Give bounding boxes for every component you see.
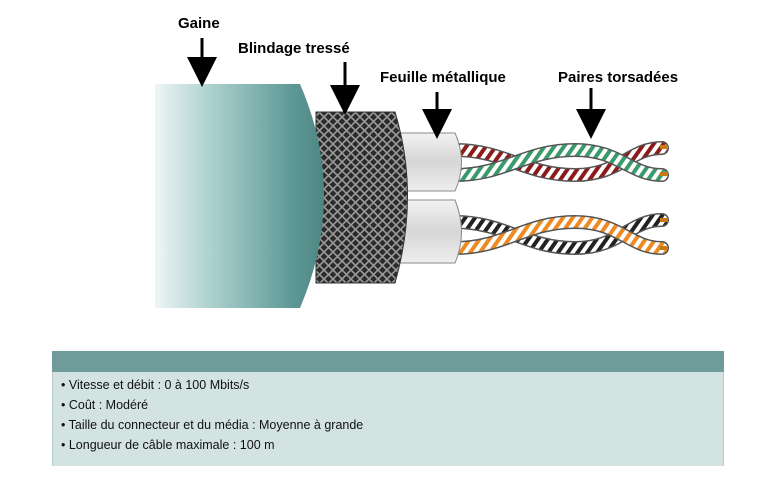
info-speed: • Vitesse et débit : 0 à 100 Mbits/s [61, 378, 250, 392]
info-panel-body: • Vitesse et débit : 0 à 100 Mbits/s • C… [52, 372, 724, 466]
stp-cable-diagram: Gaine Blindage tressé Feuille métallique… [155, 15, 678, 308]
info-connector-size: • Taille du connecteur et du média : Moy… [61, 418, 364, 432]
twisted-pair-2 [448, 213, 669, 256]
copper-tip [660, 218, 668, 222]
info-panel-header [52, 351, 724, 372]
copper-tip [660, 172, 668, 176]
outer-jacket [155, 84, 324, 308]
label-pairs: Paires torsadées [558, 69, 678, 86]
label-braid: Blindage tressé [238, 40, 350, 57]
braided-shield [315, 111, 408, 284]
label-foil: Feuille métallique [380, 69, 506, 86]
foil-shield-bottom [399, 199, 462, 264]
info-panel: • Vitesse et débit : 0 à 100 Mbits/s • C… [52, 351, 724, 466]
twisted-pair-1 [448, 141, 669, 183]
copper-tip [660, 145, 668, 149]
info-max-length: • Longueur de câble maximale : 100 m [61, 438, 275, 452]
foil-shield-top [399, 132, 462, 192]
copper-tip [660, 246, 668, 250]
label-jacket: Gaine [178, 15, 220, 32]
foil-shields [399, 132, 462, 264]
info-cost: • Coût : Modéré [61, 398, 149, 412]
